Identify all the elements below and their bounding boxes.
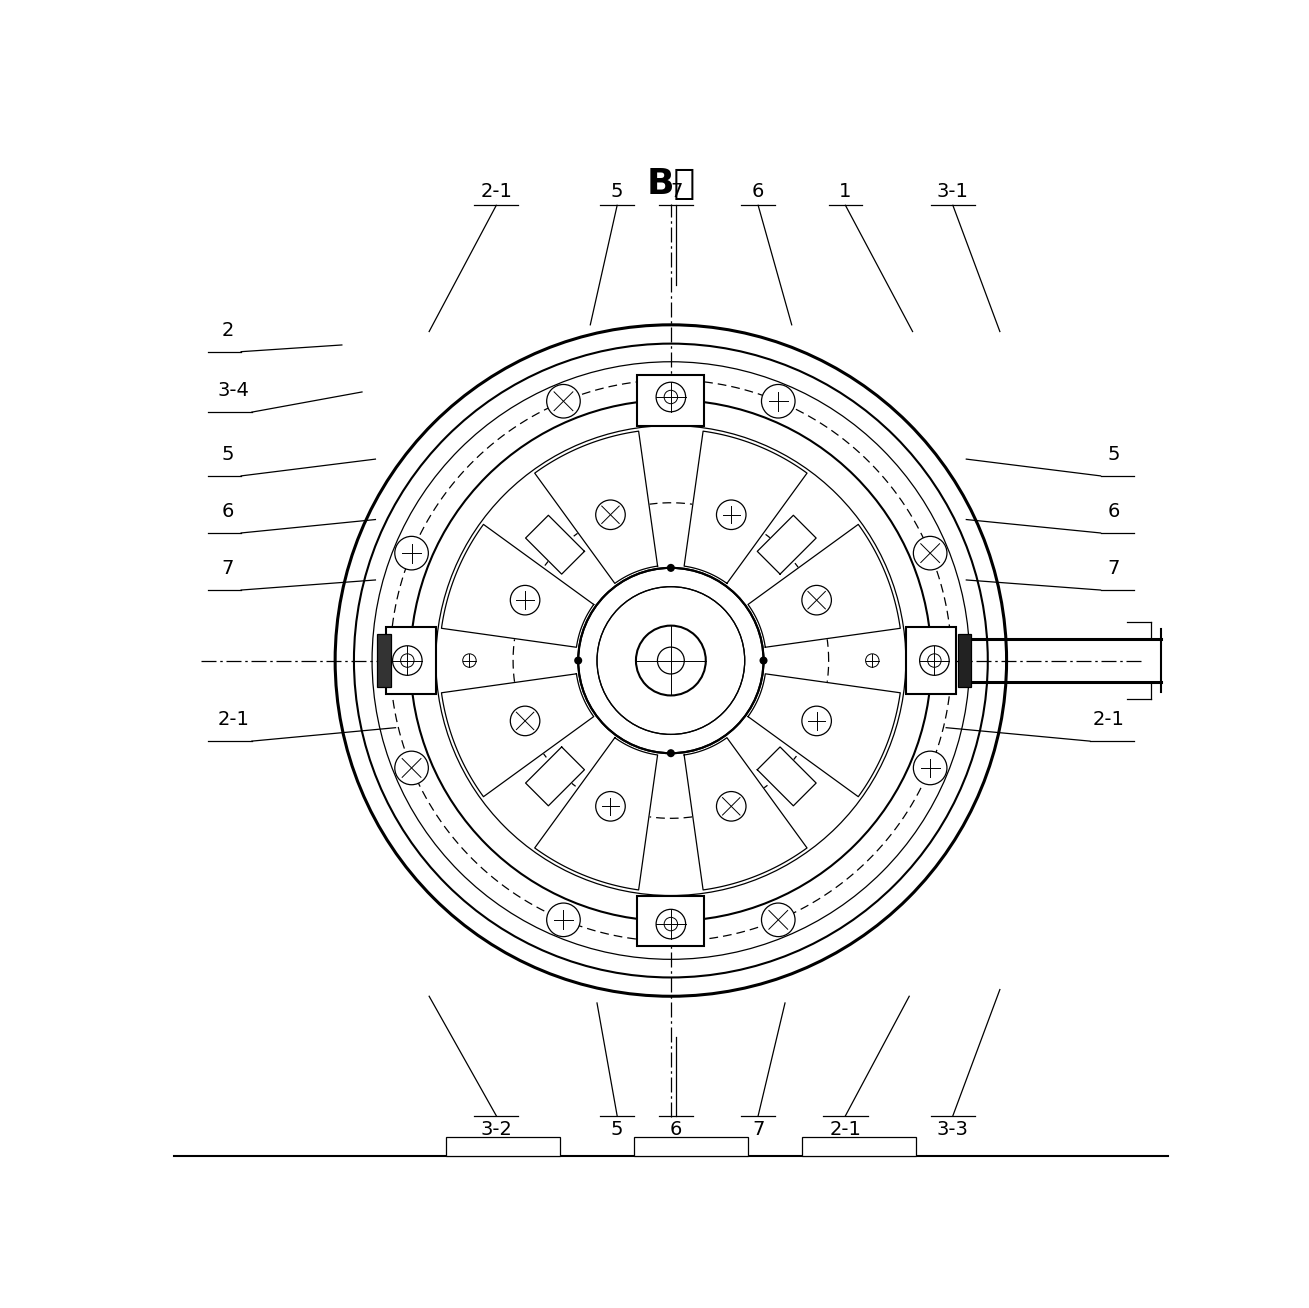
Circle shape [716, 791, 746, 821]
Circle shape [762, 385, 795, 419]
Bar [386, 627, 436, 695]
Polygon shape [534, 432, 657, 583]
Text: 7: 7 [670, 182, 682, 200]
Circle shape [914, 536, 946, 570]
Text: 2-1: 2-1 [480, 182, 512, 200]
Circle shape [656, 909, 686, 939]
Polygon shape [526, 515, 584, 574]
Polygon shape [758, 747, 816, 806]
Circle shape [547, 385, 580, 419]
Polygon shape [758, 515, 816, 574]
Circle shape [666, 564, 675, 572]
Polygon shape [436, 425, 906, 896]
Circle shape [511, 586, 539, 615]
Text: 6: 6 [751, 182, 764, 200]
Circle shape [865, 654, 880, 667]
Text: 5: 5 [611, 1121, 623, 1139]
Circle shape [802, 586, 831, 615]
Bar [958, 633, 971, 688]
Text: 3-1: 3-1 [937, 182, 969, 200]
Circle shape [401, 654, 414, 667]
Circle shape [914, 751, 946, 785]
Circle shape [928, 654, 941, 667]
Circle shape [666, 749, 675, 757]
Bar [906, 627, 956, 695]
Circle shape [596, 791, 626, 821]
Text: 5: 5 [1107, 445, 1121, 464]
Text: 3-2: 3-2 [480, 1121, 512, 1139]
Text: B向: B向 [647, 167, 695, 201]
Circle shape [462, 654, 476, 667]
Text: 7: 7 [1107, 559, 1121, 578]
Text: 5: 5 [221, 445, 234, 464]
Polygon shape [534, 738, 657, 889]
Polygon shape [747, 525, 901, 647]
Circle shape [802, 706, 831, 735]
Polygon shape [436, 425, 906, 896]
Circle shape [664, 917, 678, 931]
Circle shape [762, 903, 795, 937]
Polygon shape [685, 432, 808, 583]
Bar [634, 1137, 747, 1156]
Text: 2: 2 [221, 320, 234, 340]
Text: 6: 6 [221, 502, 234, 521]
Circle shape [393, 646, 421, 675]
Text: 5: 5 [611, 182, 623, 200]
Polygon shape [526, 747, 584, 806]
Bar [446, 1137, 560, 1156]
Circle shape [759, 657, 767, 664]
Circle shape [664, 390, 678, 404]
Circle shape [395, 536, 428, 570]
Text: 7: 7 [751, 1121, 764, 1139]
Circle shape [547, 903, 580, 937]
Circle shape [656, 382, 686, 412]
Bar [637, 375, 704, 425]
Text: 2-1: 2-1 [1093, 710, 1124, 729]
Text: 2-1: 2-1 [830, 1121, 861, 1139]
Circle shape [596, 500, 626, 530]
Text: 6: 6 [1107, 502, 1121, 521]
Circle shape [511, 706, 539, 735]
Circle shape [716, 500, 746, 530]
Polygon shape [441, 674, 594, 797]
Text: 1: 1 [839, 182, 852, 200]
Circle shape [920, 646, 949, 675]
Bar [802, 1137, 916, 1156]
Text: 7: 7 [221, 559, 234, 578]
Text: 3-3: 3-3 [937, 1121, 969, 1139]
Polygon shape [441, 525, 594, 647]
Polygon shape [685, 738, 808, 889]
Text: 2-1: 2-1 [217, 710, 249, 729]
Bar [637, 896, 704, 946]
Circle shape [575, 657, 583, 664]
Circle shape [395, 751, 428, 785]
Polygon shape [747, 674, 901, 797]
Text: 3-4: 3-4 [217, 381, 249, 400]
Bar [377, 633, 391, 688]
Text: 6: 6 [670, 1121, 682, 1139]
